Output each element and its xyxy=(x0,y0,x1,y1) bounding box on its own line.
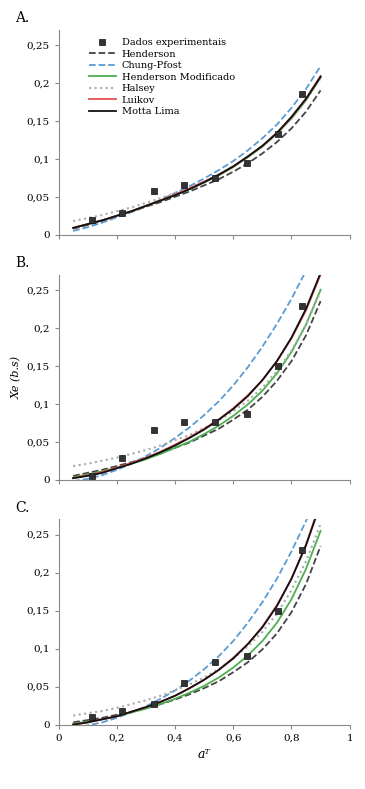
Legend: Dados experimentais, Henderson, Chung-Pfost, Henderson Modificado, Halsey, Luiko: Dados experimentais, Henderson, Chung-Pf… xyxy=(87,36,237,118)
Text: B.: B. xyxy=(15,256,29,271)
Text: C.: C. xyxy=(15,501,29,515)
X-axis label: aᵀ: aᵀ xyxy=(198,748,211,761)
Y-axis label: Xe (b.s): Xe (b.s) xyxy=(12,356,22,398)
Text: A.: A. xyxy=(15,12,29,25)
